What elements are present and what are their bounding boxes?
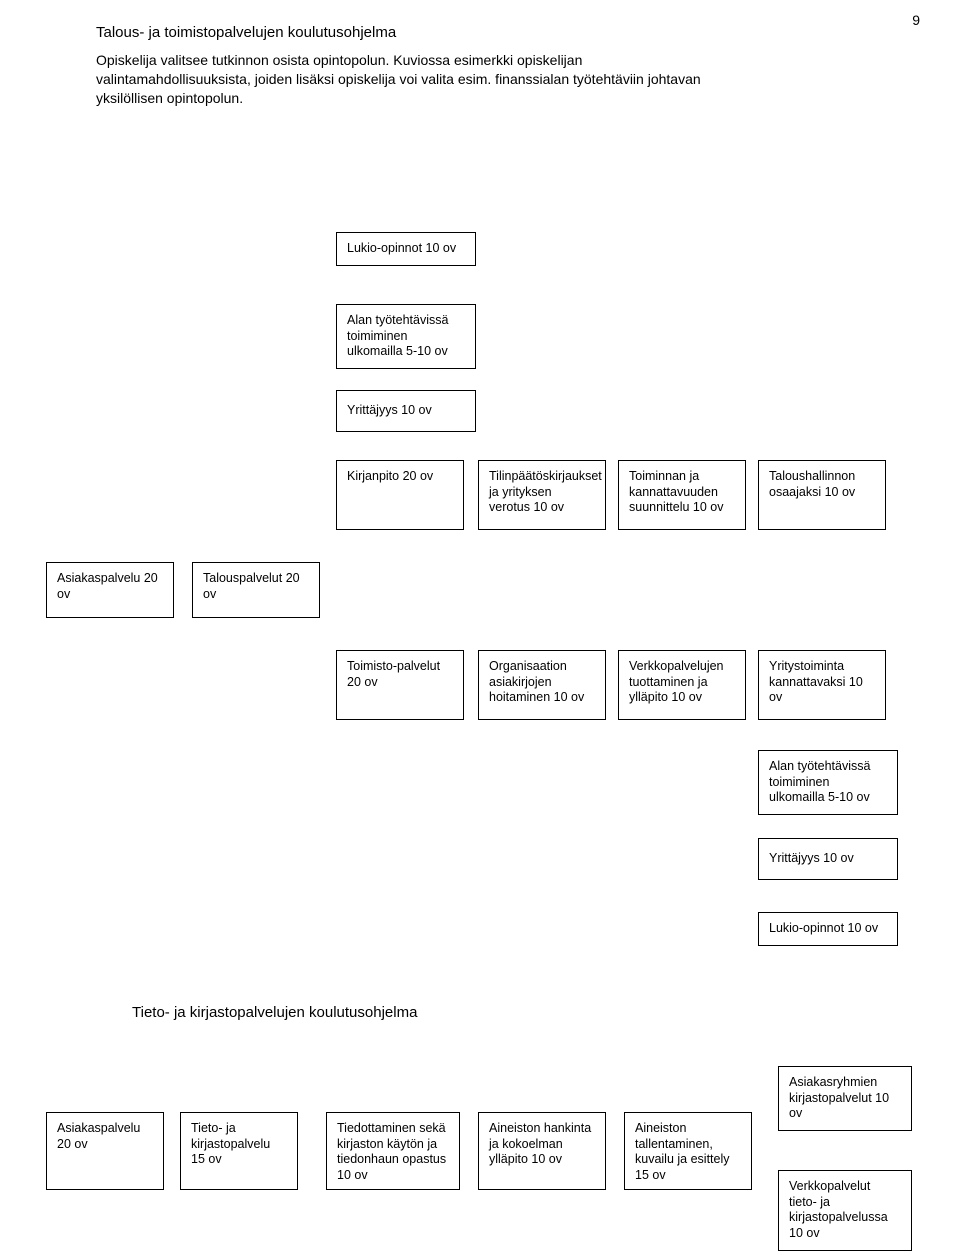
page-number: 9 bbox=[912, 12, 920, 28]
box-asiakaspalvelu-1: Asiakaspalvelu 20 ov bbox=[46, 562, 174, 618]
box-yritystoiminta: Yritystoiminta kannattavaksi 10 ov bbox=[758, 650, 886, 720]
box-tieto-kirjasto: Tieto- ja kirjastopalvelu 15 ov bbox=[180, 1112, 298, 1190]
box-toiminnan: Toiminnan ja kannattavuuden suunnittelu … bbox=[618, 460, 746, 530]
box-aineiston-tallenta: Aineiston tallentaminen, kuvailu ja esit… bbox=[624, 1112, 752, 1190]
box-lukio-2: Lukio-opinnot 10 ov bbox=[758, 912, 898, 946]
box-tilinpaatos: Tilinpäätöskirjaukset ja yrityksen verot… bbox=[478, 460, 606, 530]
box-asiakasryhmien: Asiakasryhmien kirjastopalvelut 10 ov bbox=[778, 1066, 912, 1131]
box-lukio-1: Lukio-opinnot 10 ov bbox=[336, 232, 476, 266]
box-alan-2: Alan työtehtävissä toimiminen ulkomailla… bbox=[758, 750, 898, 815]
box-alan-1: Alan työtehtävissä toimiminen ulkomailla… bbox=[336, 304, 476, 369]
box-yrittajyys-1: Yrittäjyys 10 ov bbox=[336, 390, 476, 432]
box-kirjanpito: Kirjanpito 20 ov bbox=[336, 460, 464, 530]
heading-1: Talous- ja toimistopalvelujen koulutusoh… bbox=[96, 24, 904, 41]
box-verkkopalvelujen: Verkkopalvelujen tuottaminen ja ylläpito… bbox=[618, 650, 746, 720]
box-talouspalvelut: Talouspalvelut 20 ov bbox=[192, 562, 320, 618]
box-verkkopalvelut-kirjasto: Verkkopalvelut tieto- ja kirjastopalvelu… bbox=[778, 1170, 912, 1251]
box-organisaation: Organisaation asiakirjojen hoitaminen 10… bbox=[478, 650, 606, 720]
box-toimisto: Toimisto-palvelut 20 ov bbox=[336, 650, 464, 720]
box-yrittajyys-2: Yrittäjyys 10 ov bbox=[758, 838, 898, 880]
box-aineiston-hankinta: Aineiston hankinta ja kokoelman ylläpito… bbox=[478, 1112, 606, 1190]
box-asiakaspalvelu-2: Asiakaspalvelu 20 ov bbox=[46, 1112, 164, 1190]
intro-paragraph: Opiskelija valitsee tutkinnon osista opi… bbox=[96, 51, 736, 108]
heading-2: Tieto- ja kirjastopalvelujen koulutusohj… bbox=[132, 1004, 417, 1021]
page: 9 Talous- ja toimistopalvelujen koulutus… bbox=[0, 0, 960, 1259]
box-taloushallinnon: Taloushallinnon osaajaksi 10 ov bbox=[758, 460, 886, 530]
box-tiedottaminen: Tiedottaminen sekä kirjaston käytön ja t… bbox=[326, 1112, 460, 1190]
